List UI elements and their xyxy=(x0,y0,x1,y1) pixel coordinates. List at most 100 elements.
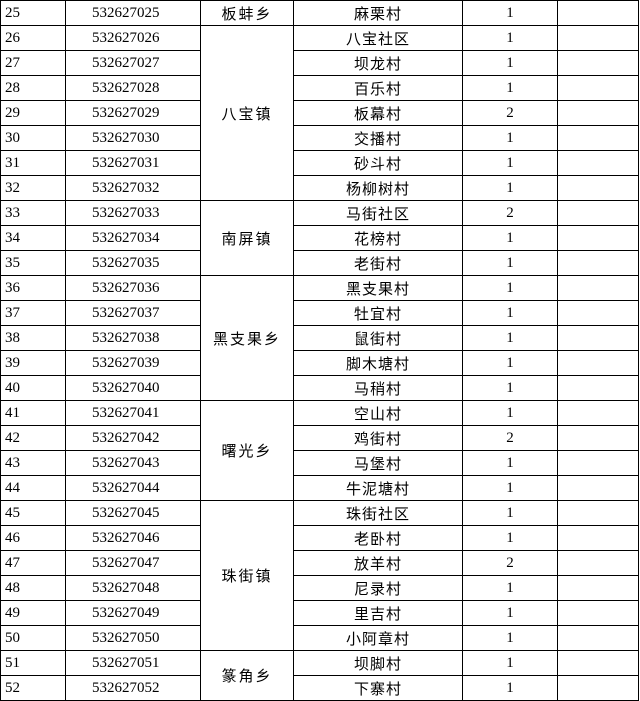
village-code: 532627026 xyxy=(65,25,201,51)
empty-cell xyxy=(557,200,639,226)
row-number: 28 xyxy=(0,75,66,101)
count: 1 xyxy=(462,50,558,76)
table-row: 38 532627038 鼠街村 1 xyxy=(0,325,639,351)
row-number: 37 xyxy=(0,300,66,326)
township: 黑支果乡 xyxy=(200,275,294,401)
row-number: 27 xyxy=(0,50,66,76)
count: 1 xyxy=(462,25,558,51)
village-code: 532627044 xyxy=(65,475,201,501)
table-row: 31 532627031 砂斗村 1 xyxy=(0,150,639,176)
village-code: 532627043 xyxy=(65,450,201,476)
row-number: 50 xyxy=(0,625,66,651)
count: 1 xyxy=(462,0,558,26)
count: 1 xyxy=(462,275,558,301)
village-code: 532627034 xyxy=(65,225,201,251)
row-number: 26 xyxy=(0,25,66,51)
count: 1 xyxy=(462,75,558,101)
count: 1 xyxy=(462,350,558,376)
village-code: 532627051 xyxy=(65,650,201,676)
table-row: 32 532627032 杨柳树村 1 xyxy=(0,175,639,201)
village-code: 532627052 xyxy=(65,675,201,701)
township: 曙光乡 xyxy=(200,400,294,501)
row-number: 41 xyxy=(0,400,66,426)
empty-cell xyxy=(557,550,639,576)
village-name: 交播村 xyxy=(293,125,463,151)
empty-cell xyxy=(557,275,639,301)
village-name: 脚木塘村 xyxy=(293,350,463,376)
empty-cell xyxy=(557,25,639,51)
empty-cell xyxy=(557,650,639,676)
empty-cell xyxy=(557,300,639,326)
table-row: 35 532627035 老街村 1 xyxy=(0,250,639,276)
village-code: 532627036 xyxy=(65,275,201,301)
village-code: 532627027 xyxy=(65,50,201,76)
count: 1 xyxy=(462,400,558,426)
table-row: 26 532627026 八宝镇 八宝社区 1 xyxy=(0,25,639,201)
count: 1 xyxy=(462,475,558,501)
township: 八宝镇 xyxy=(200,25,294,201)
village-name: 小阿章村 xyxy=(293,625,463,651)
count: 1 xyxy=(462,450,558,476)
empty-cell xyxy=(557,625,639,651)
row-number: 35 xyxy=(0,250,66,276)
table-row: 37 532627037 牡宜村 1 xyxy=(0,300,639,326)
row-number: 25 xyxy=(0,0,66,26)
village-name: 空山村 xyxy=(293,400,463,426)
village-name: 放羊村 xyxy=(293,550,463,576)
row-number: 47 xyxy=(0,550,66,576)
empty-cell xyxy=(557,600,639,626)
empty-cell xyxy=(557,250,639,276)
village-code: 532627025 xyxy=(65,0,201,26)
village-code: 532627035 xyxy=(65,250,201,276)
table-row: 47 532627047 放羊村 2 xyxy=(0,550,639,576)
row-number: 51 xyxy=(0,650,66,676)
empty-cell xyxy=(557,125,639,151)
village-name: 黑支果村 xyxy=(293,275,463,301)
township: 板蚌乡 xyxy=(200,0,294,26)
table-row: 50 532627050 小阿章村 1 xyxy=(0,625,639,651)
village-name: 坝龙村 xyxy=(293,50,463,76)
village-code: 532627038 xyxy=(65,325,201,351)
village-code: 532627042 xyxy=(65,425,201,451)
empty-cell xyxy=(557,150,639,176)
table-row: 52 532627052 下寨村 1 xyxy=(0,675,639,701)
village-name: 杨柳树村 xyxy=(293,175,463,201)
village-name: 珠街社区 xyxy=(293,500,463,526)
table-row: 39 532627039 脚木塘村 1 xyxy=(0,350,639,376)
village-code: 532627040 xyxy=(65,375,201,401)
village-name: 砂斗村 xyxy=(293,150,463,176)
count: 1 xyxy=(462,525,558,551)
count: 1 xyxy=(462,300,558,326)
village-code: 532627032 xyxy=(65,175,201,201)
village-name: 花榜村 xyxy=(293,225,463,251)
table-row: 41 532627041 曙光乡 空山村 1 xyxy=(0,400,639,501)
row-number: 45 xyxy=(0,500,66,526)
empty-cell xyxy=(557,575,639,601)
village-code: 532627045 xyxy=(65,500,201,526)
row-number: 44 xyxy=(0,475,66,501)
count: 2 xyxy=(462,425,558,451)
village-name: 尼录村 xyxy=(293,575,463,601)
count: 1 xyxy=(462,500,558,526)
village-code: 532627037 xyxy=(65,300,201,326)
village-name: 老卧村 xyxy=(293,525,463,551)
village-name: 八宝社区 xyxy=(293,25,463,51)
township: 篆角乡 xyxy=(200,650,294,701)
table-row: 49 532627049 里吉村 1 xyxy=(0,600,639,626)
count: 1 xyxy=(462,650,558,676)
count: 2 xyxy=(462,550,558,576)
count: 1 xyxy=(462,225,558,251)
empty-cell xyxy=(557,0,639,26)
village-name: 麻栗村 xyxy=(293,0,463,26)
empty-cell xyxy=(557,500,639,526)
table-row: 40 532627040 马稍村 1 xyxy=(0,375,639,401)
row-number: 40 xyxy=(0,375,66,401)
table-row: 45 532627045 珠街镇 珠街社区 1 xyxy=(0,500,639,651)
count: 1 xyxy=(462,575,558,601)
village-name: 马稍村 xyxy=(293,375,463,401)
village-name: 板幕村 xyxy=(293,100,463,126)
empty-cell xyxy=(557,225,639,251)
count: 1 xyxy=(462,250,558,276)
